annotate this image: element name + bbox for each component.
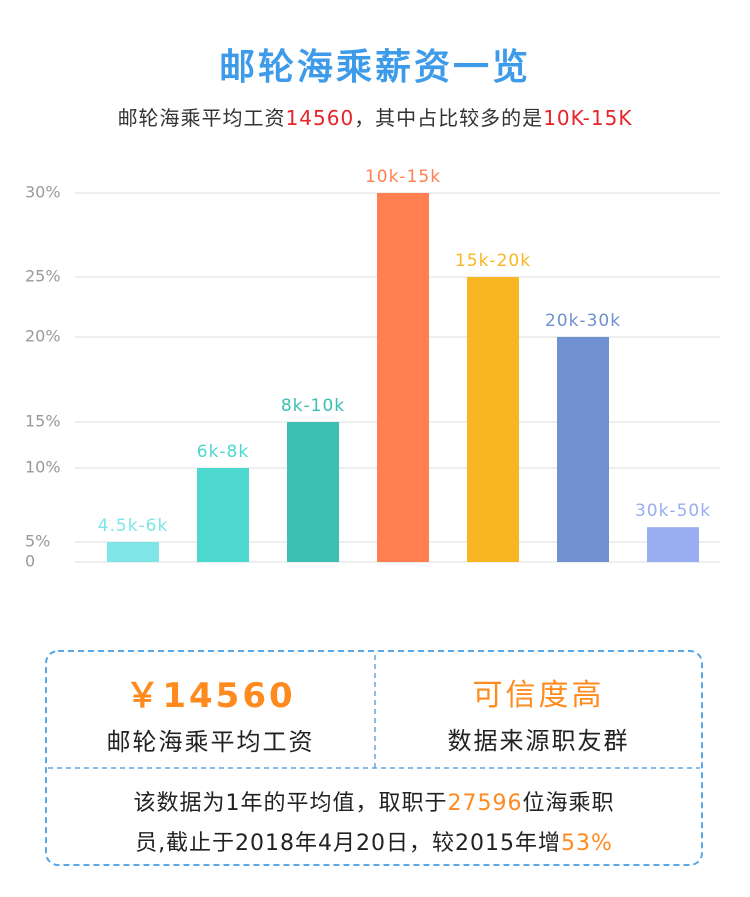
bar	[467, 277, 519, 562]
bar	[647, 527, 699, 562]
note-line: 该数据为1年的平均值，取职于27596位海乘职	[46, 784, 702, 824]
subtitle-part: 邮轮海乘平均工资	[117, 106, 286, 130]
y-tick-label: 20%	[25, 327, 61, 346]
bar	[197, 468, 249, 562]
bar	[107, 542, 159, 562]
bar-label: 10k-15k	[365, 167, 441, 187]
bar-label: 8k-10k	[281, 396, 345, 416]
note-line: 员,截止于2018年4月20日，较2015年增53%	[46, 824, 702, 864]
y-tick-label: 15%	[25, 412, 61, 431]
note-text: 员,截止于2018年4月20日，较2015年增	[135, 831, 562, 856]
note-highlight: 27596	[447, 791, 523, 816]
bar-label: 4.5k-6k	[98, 516, 169, 536]
y-tick-label: 0	[25, 552, 35, 571]
average-label: 邮轮海乘平均工资	[106, 728, 315, 756]
note: 该数据为1年的平均值，取职于27596位海乘职 员,截止于2018年4月20日，…	[46, 784, 702, 864]
note-text: 位海乘职	[522, 791, 615, 816]
note-text: 该数据为1年的平均值，取职于	[133, 791, 448, 816]
bar-label: 6k-8k	[197, 442, 249, 462]
subtitle-part: ，其中占比较多的是	[354, 106, 544, 130]
title: 邮轮海乘薪资一览	[218, 47, 531, 88]
summary-border	[45, 650, 703, 866]
source: 数据来源职友群	[447, 727, 630, 755]
average-salary: ￥14560	[125, 676, 296, 716]
bar-label: 30k-50k	[635, 501, 711, 521]
bar	[287, 422, 339, 562]
subtitle-highlight: 10K-15K	[543, 106, 633, 130]
subtitle-highlight: 14560	[285, 106, 355, 130]
note-highlight: 53%	[561, 831, 613, 856]
bar-label: 15k-20k	[455, 251, 531, 271]
y-tick-label: 30%	[25, 183, 61, 202]
reliability: 可信度高	[472, 678, 605, 713]
y-tick-label: 5%	[25, 532, 50, 551]
bar	[557, 337, 609, 562]
subtitle: 邮轮海乘平均工资14560，其中占比较多的是10K-15K	[0, 102, 750, 131]
bar	[377, 193, 429, 562]
bar-label: 20k-30k	[545, 311, 621, 331]
y-tick-label: 25%	[25, 267, 61, 286]
y-tick-label: 10%	[25, 458, 61, 477]
